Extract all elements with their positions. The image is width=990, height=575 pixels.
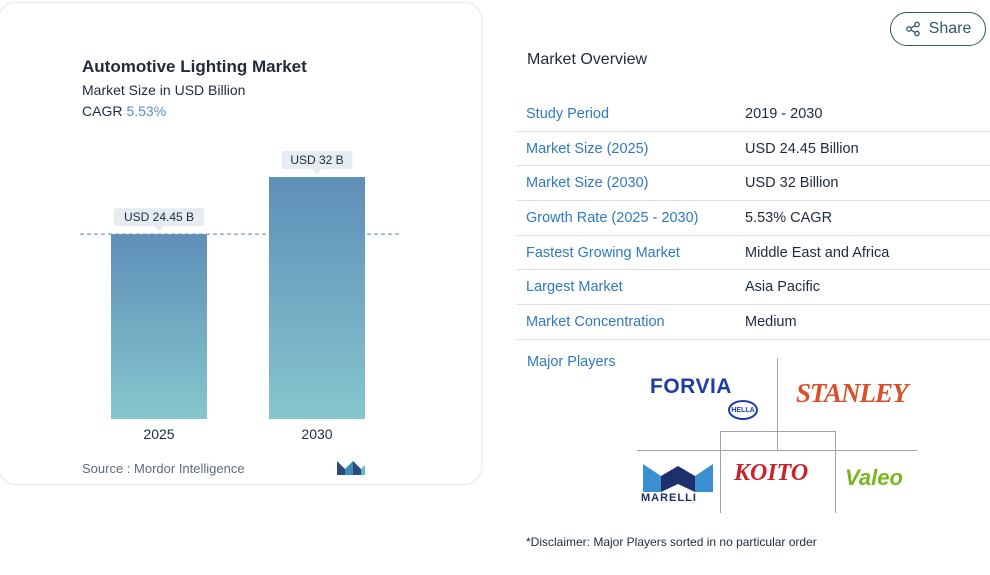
cagr-value: 5.53% <box>126 103 167 119</box>
overview-label[interactable]: Study Period <box>526 106 610 122</box>
x-tick-label: 2030 <box>301 426 332 442</box>
overview-row-fastest-growing: Fastest Growing Market Middle East and A… <box>517 236 990 271</box>
cagr-label: CAGR <box>82 103 123 119</box>
overview-label[interactable]: Market Concentration <box>526 314 665 331</box>
x-tick-label: 2025 <box>143 426 174 442</box>
overview-value: Middle East and Africa <box>745 244 890 261</box>
players-divider <box>637 450 917 451</box>
overview-value: Medium <box>745 314 797 331</box>
stanley-logo[interactable]: STANLEY <box>796 378 909 408</box>
chart-cagr: CAGR 5.53% <box>82 103 166 119</box>
overview-value: 2019 - 2030 <box>745 106 823 122</box>
overview-value: USD 24.45 Billion <box>745 140 859 157</box>
hella-logo[interactable]: HELLA <box>728 400 758 420</box>
mordor-intelligence-logo <box>337 461 365 475</box>
data-label: USD 24.45 B <box>124 210 194 224</box>
overview-row-largest-market: Largest Market Asia Pacific <box>517 270 990 306</box>
players-divider <box>720 431 836 432</box>
overview-label[interactable]: Largest Market <box>526 279 623 296</box>
data-label-box <box>281 151 353 169</box>
chart-card <box>0 2 482 485</box>
koito-logo[interactable]: KOITO <box>734 460 809 486</box>
data-label: USD 32 B <box>290 153 343 167</box>
overview-label[interactable]: Market Size (2030) <box>526 175 649 192</box>
overview-table: Study Period 2019 - 2030 Market Size (20… <box>517 97 990 340</box>
chart-subtitle: Market Size in USD Billion <box>82 82 246 98</box>
overview-label[interactable]: Growth Rate (2025 - 2030) <box>526 210 699 227</box>
overview-label[interactable]: Fastest Growing Market <box>526 244 680 261</box>
data-label-pointer <box>312 169 322 174</box>
marelli-logo-mark[interactable] <box>641 462 715 506</box>
overview-row-growth-rate: Growth Rate (2025 - 2030) 5.53% CAGR <box>517 201 990 236</box>
overview-label[interactable]: Market Size (2025) <box>526 140 649 157</box>
share-button[interactable]: Share <box>890 12 986 46</box>
overview-row-concentration: Market Concentration Medium <box>517 305 990 340</box>
chart-title: Automotive Lighting Market <box>82 57 307 76</box>
overview-value: 5.53% CAGR <box>745 210 833 227</box>
bar-2025 <box>111 234 207 419</box>
chart-source: Source : Mordor Intelligence <box>82 461 245 476</box>
data-label-pointer <box>154 226 164 232</box>
share-icon <box>905 21 920 37</box>
overview-row-market-size-2025: Market Size (2025) USD 24.45 Billion <box>517 132 990 167</box>
forvia-logo[interactable]: FORVIA <box>650 375 732 398</box>
major-players-label[interactable]: Major Players <box>527 354 616 370</box>
bar-chart: USD 24.45 B 2025 USD 32 B 2030 <box>80 151 400 442</box>
marelli-logo[interactable]: MARELLI <box>641 492 697 504</box>
overview-value: Asia Pacific <box>745 279 820 296</box>
overview-title: Market Overview <box>527 51 648 68</box>
valeo-logo[interactable]: Valeo <box>845 465 903 490</box>
players-divider <box>777 358 778 450</box>
share-label: Share <box>928 20 972 37</box>
overview-row-market-size-2030: Market Size (2030) USD 32 Billion <box>517 166 990 202</box>
data-label-box <box>113 208 205 227</box>
overview-row-study-period: Study Period 2019 - 2030 <box>517 97 990 132</box>
disclaimer: *Disclaimer: Major Players sorted in no … <box>526 535 817 549</box>
players-divider <box>720 431 721 513</box>
bar-2030 <box>269 177 365 419</box>
players-divider <box>835 431 836 513</box>
overview-value: USD 32 Billion <box>745 175 839 192</box>
